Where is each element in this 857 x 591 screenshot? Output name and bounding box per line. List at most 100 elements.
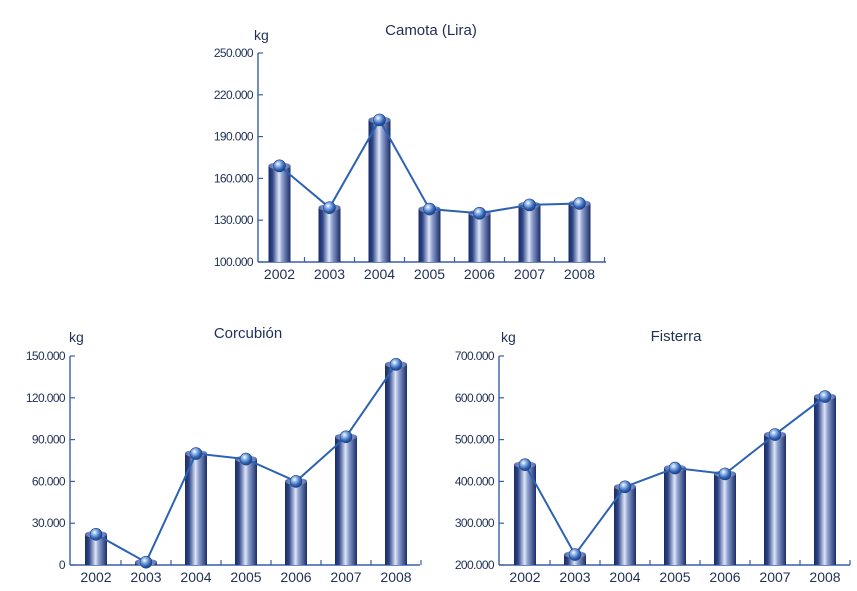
x-tick-label: 2003: [314, 266, 345, 282]
data-point-2004: [373, 113, 386, 127]
bar-body: [318, 207, 341, 262]
chart-title: Fisterra: [651, 328, 702, 345]
chart-panel-corcubion: Corcubión kg 0 30.000 60.000 90.000 120.000 1…: [26, 325, 422, 585]
x-tick-label: 2008: [380, 569, 411, 585]
data-point-2007: [339, 430, 353, 444]
bar-body: [518, 204, 541, 262]
chart-panel-camota: Camota (Lira) kg 100.000 130.000 160.000 19…: [214, 22, 606, 282]
x-tick-label: 2002: [80, 569, 111, 585]
x-tick-label: 2006: [280, 569, 311, 585]
y-tick-label: 30.000: [32, 516, 66, 530]
bar-2006: [285, 477, 307, 565]
y-tick-label: 500.000: [455, 433, 495, 447]
x-tick-label: 2005: [230, 569, 261, 585]
chart-title: Corcubión: [214, 325, 282, 342]
y-tick-label: 120.000: [26, 391, 66, 405]
x-tick-label: 2007: [514, 266, 545, 282]
bar-2008: [385, 360, 407, 565]
bar-body: [235, 459, 257, 565]
bar-body: [468, 213, 491, 262]
y-tick-label: 60.000: [32, 474, 66, 488]
series-line: [278, 117, 580, 215]
data-point-2005: [668, 461, 682, 475]
bar-body: [418, 209, 441, 262]
data-point-2002: [89, 528, 103, 541]
data-point-2004: [189, 447, 203, 460]
bar-body: [568, 203, 591, 262]
bar-2005: [664, 464, 686, 565]
data-point-2006: [289, 475, 303, 488]
bar-2002: [268, 162, 291, 262]
data-point-2005: [423, 202, 436, 216]
data-point-2008: [389, 358, 403, 371]
x-tick-label: 2003: [130, 569, 161, 585]
y-tick-label: 200.000: [455, 558, 495, 572]
bar-body: [614, 486, 636, 565]
bar-2005: [235, 455, 257, 565]
y-tick-label: 220.000: [214, 88, 254, 102]
data-point-2008: [573, 197, 586, 210]
bar-body: [368, 119, 391, 262]
bar-body: [814, 396, 836, 565]
bar-body: [285, 481, 307, 565]
data-point-2003: [323, 201, 336, 214]
y-tick-label: 300.000: [455, 516, 495, 530]
data-point-2004: [618, 480, 632, 494]
bar-body: [268, 165, 291, 262]
data-point-2002: [518, 458, 532, 471]
x-tick-label: 2003: [559, 569, 590, 585]
data-point-2007: [523, 198, 536, 212]
x-tick-label: 2004: [364, 266, 395, 282]
y-tick-label: 250.000: [214, 46, 254, 60]
bar-body: [335, 436, 357, 565]
data-point-2003: [568, 548, 582, 561]
y-tick-label: 130.000: [214, 213, 254, 227]
x-tick-label: 2006: [709, 569, 740, 585]
x-tick-label: 2007: [330, 569, 361, 585]
y-tick-label: 100.000: [214, 255, 254, 269]
x-tick-label: 2005: [659, 569, 690, 585]
y-tick-label: 0: [59, 558, 66, 572]
x-tick-label: 2008: [809, 569, 840, 585]
data-point-2003: [139, 555, 153, 569]
bar-body: [664, 468, 686, 565]
x-tick-label: 2008: [564, 266, 595, 282]
bar-body: [85, 534, 107, 565]
bar-body: [385, 364, 407, 565]
x-tick-label: 2007: [759, 569, 790, 585]
bar-2007: [764, 431, 786, 565]
x-tick-label: 2002: [509, 569, 540, 585]
x-tick-label: 2006: [464, 266, 495, 282]
data-point-2007: [768, 428, 782, 441]
chart-panel-fisterra: Fisterra kg 200.000 300.000 400.000 500.000…: [455, 328, 851, 585]
y-tick-label: 90.000: [32, 433, 66, 447]
y-tick-label: 190.000: [214, 130, 254, 144]
data-point-2008: [818, 390, 832, 403]
bar-body: [714, 473, 736, 565]
y-axis-unit: kg: [69, 329, 84, 345]
x-tick-label: 2004: [180, 569, 211, 585]
bar-2008: [814, 393, 836, 565]
x-tick-label: 2005: [414, 266, 445, 282]
y-axis-unit: kg: [254, 27, 269, 43]
data-point-2006: [473, 206, 486, 220]
x-tick-label: 2004: [609, 569, 640, 585]
bar-2004: [185, 450, 207, 565]
y-tick-label: 150.000: [26, 349, 66, 363]
x-tick-label: 2002: [264, 266, 295, 282]
bar-body: [764, 434, 786, 565]
data-point-2002: [273, 159, 286, 173]
bar-2004: [368, 116, 391, 262]
y-tick-label: 700.000: [455, 349, 495, 363]
y-tick-label: 400.000: [455, 474, 495, 488]
y-axis-unit: kg: [501, 329, 516, 345]
y-tick-label: 600.000: [455, 391, 495, 405]
data-point-2006: [718, 467, 732, 481]
y-tick-label: 160.000: [214, 171, 254, 185]
bar-body: [185, 453, 207, 565]
bar-2007: [335, 433, 357, 565]
bar-2006: [714, 470, 736, 565]
bar-body: [514, 464, 536, 565]
chart-title: Camota (Lira): [385, 22, 477, 39]
